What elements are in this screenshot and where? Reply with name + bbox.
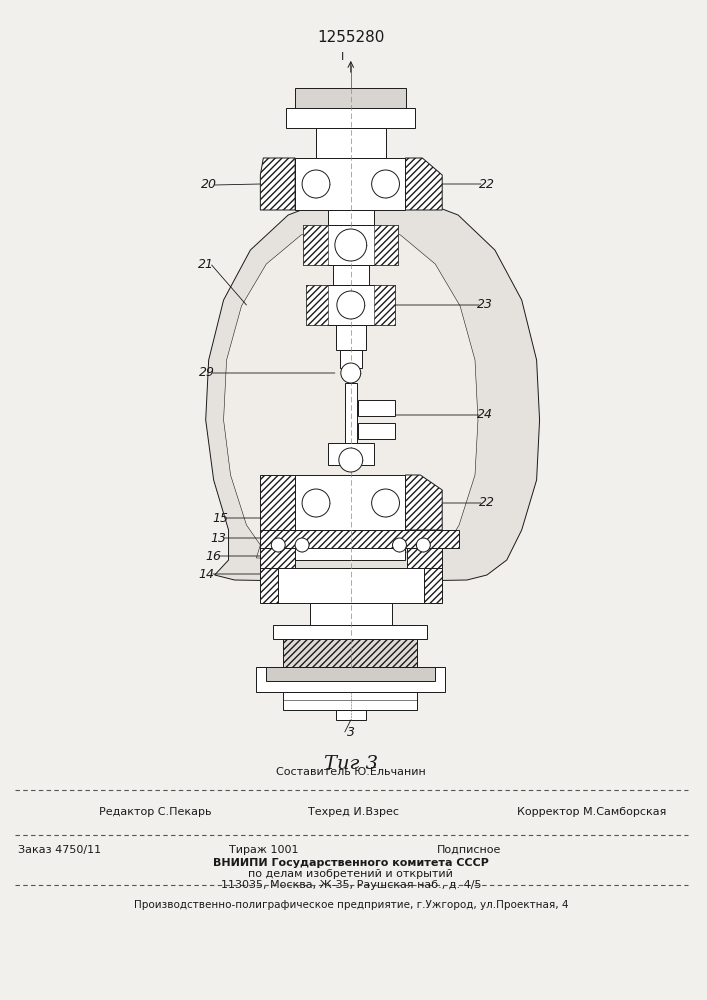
Polygon shape: [405, 475, 442, 530]
Bar: [267, 667, 436, 681]
Bar: [336, 325, 366, 350]
Bar: [276, 568, 426, 603]
Circle shape: [295, 538, 309, 552]
Text: 14: 14: [199, 568, 215, 580]
Bar: [373, 225, 399, 265]
Bar: [310, 603, 392, 625]
Bar: [373, 285, 395, 325]
Text: 21: 21: [198, 258, 214, 271]
Bar: [424, 568, 442, 603]
Bar: [295, 88, 407, 114]
Text: I: I: [341, 52, 344, 62]
Bar: [284, 692, 417, 710]
Circle shape: [302, 170, 330, 198]
Bar: [286, 108, 416, 128]
Bar: [303, 225, 328, 265]
Bar: [295, 475, 405, 530]
Circle shape: [341, 363, 361, 383]
Polygon shape: [405, 158, 442, 210]
Text: Производственно-полиграфическое предприятие, г.Ужгород, ул.Проектная, 4: Производственно-полиграфическое предприя…: [134, 900, 568, 910]
Bar: [306, 285, 395, 325]
Text: 29: 29: [199, 366, 215, 379]
Bar: [284, 625, 417, 667]
Text: 1255280: 1255280: [317, 30, 385, 45]
Text: Техред И.Взрес: Техред И.Взрес: [308, 807, 399, 817]
Circle shape: [416, 538, 431, 552]
Circle shape: [335, 229, 367, 261]
Bar: [260, 530, 459, 548]
Bar: [333, 265, 368, 285]
Bar: [358, 400, 395, 416]
Bar: [316, 128, 385, 158]
Text: 15: 15: [213, 512, 228, 524]
Circle shape: [302, 489, 330, 517]
Text: Корректор М.Самборская: Корректор М.Самборская: [517, 807, 666, 817]
Bar: [328, 443, 373, 465]
Text: Составитель Ю.Ельчанин: Составитель Ю.Ельчанин: [276, 767, 426, 777]
Text: Заказ 4750/11: Заказ 4750/11: [18, 845, 101, 855]
Bar: [340, 350, 362, 368]
Bar: [257, 667, 445, 692]
Text: Тираж 1001: Тираж 1001: [228, 845, 298, 855]
Circle shape: [392, 538, 407, 552]
Text: 13: 13: [211, 532, 227, 544]
Text: 16: 16: [206, 550, 222, 562]
Bar: [345, 383, 357, 443]
Bar: [260, 568, 279, 603]
Text: 23: 23: [477, 298, 493, 312]
Circle shape: [337, 291, 365, 319]
Bar: [274, 625, 427, 639]
Bar: [260, 548, 295, 568]
Circle shape: [372, 170, 399, 198]
Bar: [407, 548, 442, 568]
Text: 22: 22: [479, 496, 495, 510]
Text: 22: 22: [479, 178, 495, 190]
Bar: [306, 285, 328, 325]
Polygon shape: [223, 218, 478, 558]
Text: Подписное: Подписное: [437, 845, 501, 855]
Text: Τиг 3: Τиг 3: [324, 755, 378, 773]
Bar: [358, 423, 395, 439]
Text: ВНИИПИ Государственного комитета СССР: ВНИИПИ Государственного комитета СССР: [213, 858, 489, 868]
Text: 20: 20: [201, 178, 216, 192]
Text: 3: 3: [346, 726, 355, 738]
Bar: [336, 710, 366, 720]
Text: Редактор С.Пекарь: Редактор С.Пекарь: [100, 807, 212, 817]
Polygon shape: [206, 193, 539, 582]
Bar: [303, 225, 399, 265]
Bar: [328, 210, 373, 225]
Bar: [295, 530, 405, 560]
Polygon shape: [260, 475, 295, 530]
Circle shape: [339, 448, 363, 472]
Circle shape: [271, 538, 285, 552]
Text: 24: 24: [477, 408, 493, 422]
Bar: [295, 158, 405, 210]
Circle shape: [372, 489, 399, 517]
Text: 113035, Москва, Ж-35, Раушская наб., д. 4/5: 113035, Москва, Ж-35, Раушская наб., д. …: [221, 880, 481, 890]
Text: по делам изобретений и открытий: по делам изобретений и открытий: [248, 869, 453, 879]
Polygon shape: [260, 158, 295, 210]
